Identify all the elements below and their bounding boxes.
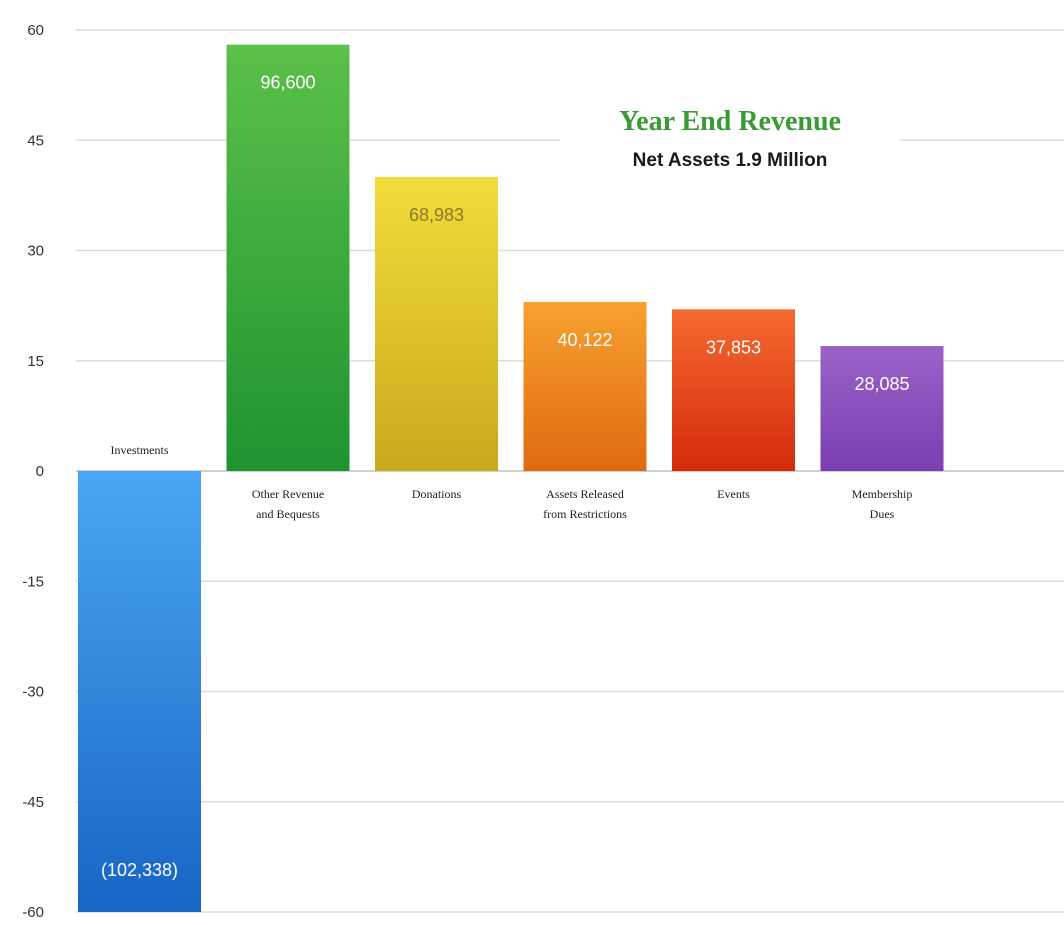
data-label: 96,600 bbox=[260, 73, 315, 93]
category-label: Assets Released bbox=[546, 487, 624, 501]
bar-events bbox=[672, 309, 795, 471]
bar-donations bbox=[375, 177, 498, 471]
title-backdrop bbox=[560, 95, 900, 185]
category-label: and Bequests bbox=[256, 507, 320, 521]
bar-other-revenue-and-bequests bbox=[226, 44, 350, 471]
y-tick-label: -60 bbox=[22, 904, 44, 921]
bar-assets-released-from-restrictions bbox=[523, 301, 647, 471]
bar-investments bbox=[78, 471, 201, 912]
category-label: Events bbox=[717, 487, 750, 501]
data-label: 28,085 bbox=[854, 374, 909, 394]
y-tick-label: 0 bbox=[36, 463, 44, 480]
category-label: Dues bbox=[870, 507, 895, 521]
chart-title: Year End Revenue bbox=[619, 106, 841, 137]
y-tick-label: -45 bbox=[22, 794, 44, 811]
data-label: 68,983 bbox=[409, 205, 464, 225]
chart-subtitle: Net Assets 1.9 Million bbox=[633, 150, 828, 171]
category-label: Other Revenue bbox=[252, 487, 324, 501]
y-tick-label: 15 bbox=[27, 353, 44, 370]
y-tick-label: 60 bbox=[27, 22, 44, 39]
category-label: Membership bbox=[852, 487, 913, 501]
data-label: (102,338) bbox=[101, 860, 178, 880]
bar-membership-dues bbox=[820, 346, 944, 471]
data-label: 40,122 bbox=[557, 330, 612, 350]
y-tick-label: -30 bbox=[22, 684, 44, 701]
category-label: Investments bbox=[111, 443, 169, 457]
category-label: Donations bbox=[412, 487, 462, 501]
data-label: 37,853 bbox=[706, 337, 761, 357]
y-tick-label: 45 bbox=[27, 132, 44, 149]
y-tick-label: 30 bbox=[27, 243, 44, 260]
category-label: from Restrictions bbox=[543, 507, 627, 521]
y-tick-label: -15 bbox=[22, 573, 44, 590]
